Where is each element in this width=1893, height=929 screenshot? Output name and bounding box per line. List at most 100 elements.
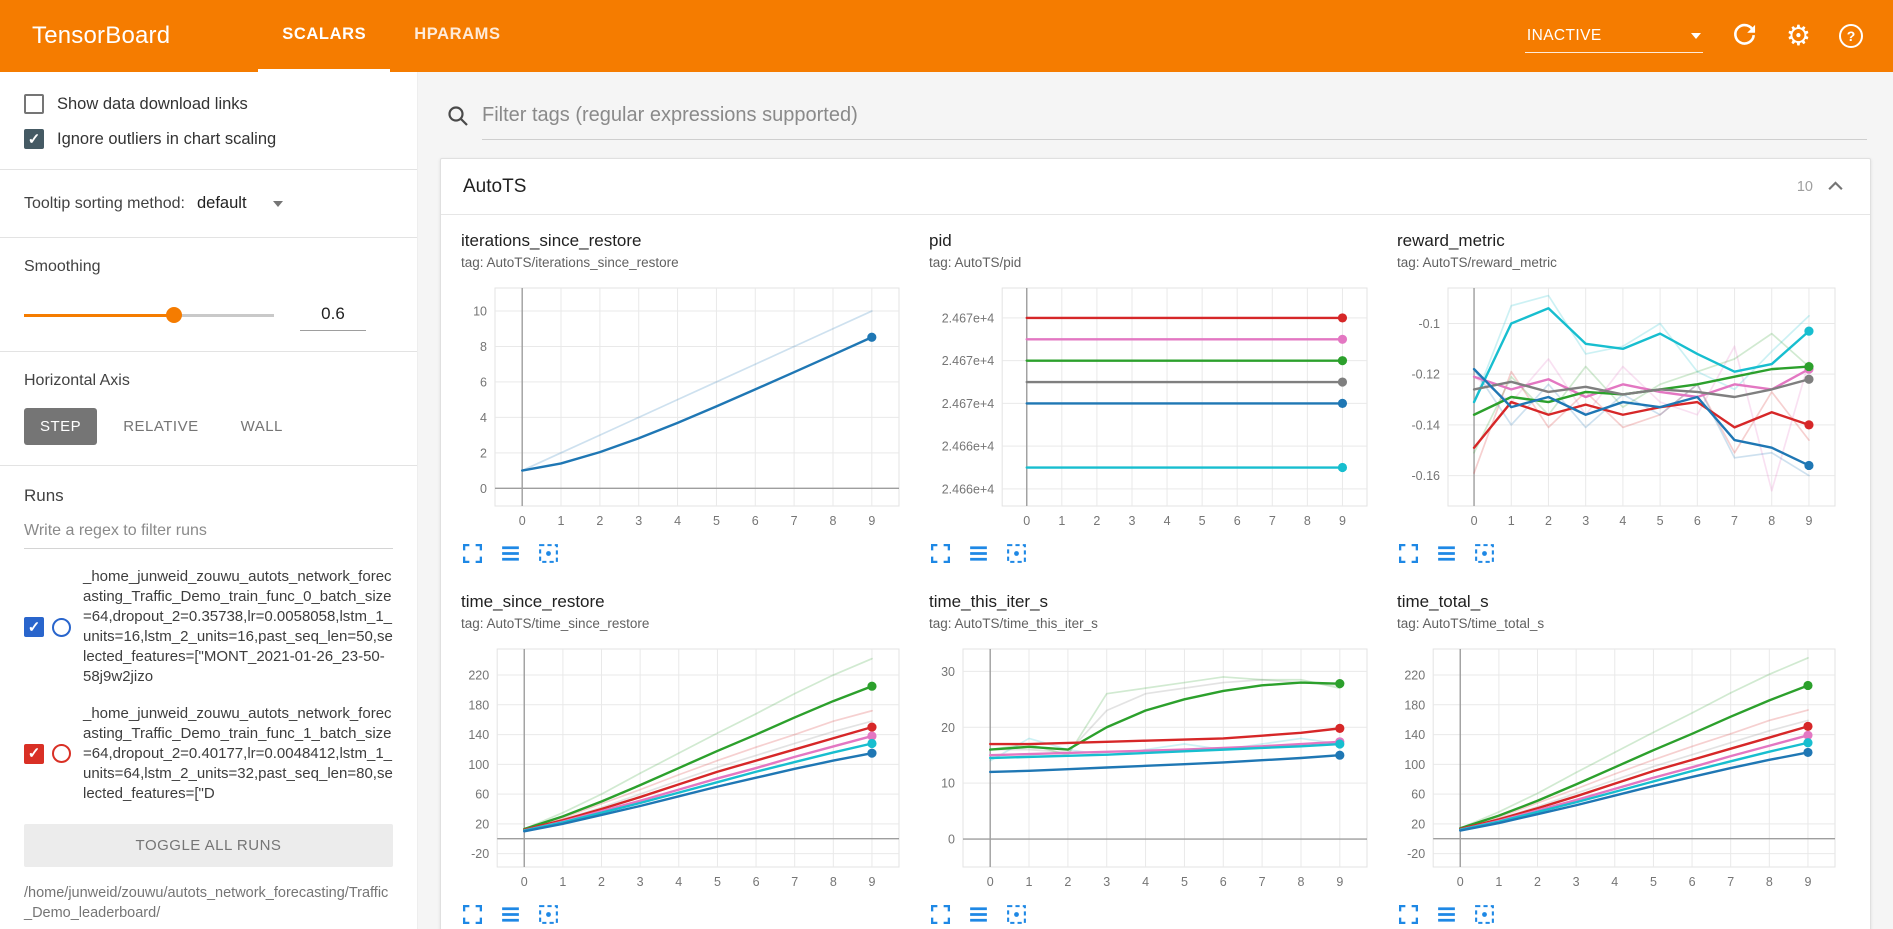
sidebar: Show data download links Ignore outliers … bbox=[0, 72, 418, 929]
fit-domain-button[interactable] bbox=[1005, 903, 1028, 929]
log-directory-path: /home/junweid/zouwu/autots_network_forec… bbox=[24, 885, 389, 922]
svg-text:-0.14: -0.14 bbox=[1412, 418, 1441, 432]
toggle-all-runs-button[interactable]: TOGGLE ALL RUNS bbox=[24, 824, 393, 868]
settings-button[interactable]: ⚙ bbox=[1786, 22, 1811, 50]
chart-card-reward_metric: reward_metric tag: AutoTS/reward_metric 0 1… bbox=[1397, 231, 1847, 568]
line-chart[interactable]: 0 1 2 3 4 5 6 7 8 9 -20 20 60 100 140 180 220 bbox=[461, 639, 911, 897]
fit-domain-button[interactable] bbox=[1473, 542, 1496, 568]
axis-wall-button[interactable]: WALL bbox=[225, 408, 299, 445]
svg-text:0: 0 bbox=[521, 875, 528, 889]
help-button[interactable]: ? bbox=[1839, 24, 1863, 48]
line-chart[interactable]: 0 1 2 3 4 5 6 7 8 9 -0.16 -0.14 -0.12 -0.1 bbox=[1397, 278, 1847, 536]
run-checkbox[interactable] bbox=[24, 617, 44, 638]
tensorboard-logo: TensorBoard bbox=[32, 22, 171, 49]
fit-domain-icon bbox=[1473, 542, 1496, 568]
run-checkbox[interactable] bbox=[24, 743, 44, 764]
svg-text:8: 8 bbox=[1297, 875, 1304, 889]
section-title: AutoTS bbox=[463, 175, 527, 197]
svg-text:1: 1 bbox=[1058, 514, 1065, 528]
svg-text:220: 220 bbox=[1404, 669, 1425, 683]
expand-button[interactable] bbox=[461, 542, 484, 568]
expand-button[interactable] bbox=[1397, 542, 1420, 568]
series-endpoint-red bbox=[1335, 723, 1345, 733]
chart-toolbar bbox=[929, 542, 1379, 568]
line-chart[interactable]: 0 1 2 3 4 5 6 7 8 9 0 10 20 30 bbox=[929, 639, 1379, 897]
svg-text:2.467e+4: 2.467e+4 bbox=[942, 354, 995, 368]
axis-step-button[interactable]: STEP bbox=[24, 408, 98, 445]
series-pink bbox=[988, 740, 1342, 757]
checkbox[interactable] bbox=[24, 129, 44, 149]
series-endpoint-cyan bbox=[1337, 462, 1348, 473]
search-icon bbox=[446, 104, 470, 133]
svg-text:10: 10 bbox=[941, 777, 955, 791]
run-color-radio[interactable] bbox=[52, 617, 71, 637]
svg-text:2: 2 bbox=[1064, 875, 1071, 889]
collapse-section-button[interactable] bbox=[1823, 175, 1848, 198]
expand-button[interactable] bbox=[929, 903, 952, 929]
svg-text:0: 0 bbox=[480, 482, 487, 496]
chart-title: time_this_iter_s bbox=[929, 592, 1049, 611]
svg-text:6: 6 bbox=[1234, 514, 1241, 528]
line-chart[interactable]: 0 1 2 3 4 5 6 7 8 9 -20 20 60 100 140 180 220 bbox=[1397, 639, 1847, 897]
tag-filter-input[interactable] bbox=[482, 96, 1867, 140]
fit-domain-button[interactable] bbox=[1473, 903, 1496, 929]
svg-text:6: 6 bbox=[753, 875, 760, 889]
tooltip-sorting-dropdown[interactable]: default bbox=[195, 190, 285, 217]
runs-selector-icon bbox=[1435, 903, 1458, 929]
chart-tag: tag: AutoTS/time_this_iter_s bbox=[929, 616, 1098, 631]
series-endpoint-green bbox=[1803, 680, 1813, 691]
runs-selector-icon bbox=[1435, 542, 1458, 568]
option-ignore-outliers[interactable]: Ignore outliers in chart scaling bbox=[24, 129, 393, 149]
series-green-raw bbox=[1459, 657, 1809, 830]
svg-text:2.467e+4: 2.467e+4 bbox=[942, 397, 995, 411]
series-endpoint-gray bbox=[1804, 374, 1814, 384]
caret-down-icon bbox=[1690, 32, 1701, 39]
fit-domain-button[interactable] bbox=[537, 903, 560, 929]
fit-domain-button[interactable] bbox=[537, 542, 560, 568]
slider-thumb[interactable] bbox=[166, 307, 182, 323]
checkbox[interactable] bbox=[24, 94, 44, 114]
svg-text:6: 6 bbox=[1689, 875, 1696, 889]
series-red-raw bbox=[523, 709, 873, 831]
reload-status-dropdown[interactable]: INACTIVE bbox=[1524, 20, 1703, 53]
svg-text:8: 8 bbox=[480, 340, 487, 354]
svg-text:4: 4 bbox=[1619, 514, 1626, 528]
refresh-button[interactable] bbox=[1731, 21, 1758, 51]
svg-text:220: 220 bbox=[468, 669, 489, 683]
axis-relative-button[interactable]: RELATIVE bbox=[107, 408, 214, 445]
smoothing-slider[interactable] bbox=[24, 307, 274, 323]
series-cyan bbox=[1472, 307, 1811, 404]
svg-text:0: 0 bbox=[1023, 514, 1030, 528]
runs-selector-button[interactable] bbox=[967, 903, 990, 929]
svg-text:-20: -20 bbox=[1407, 847, 1425, 861]
series-endpoint-red bbox=[867, 722, 877, 732]
line-chart[interactable]: 0 1 2 3 4 5 6 7 8 9 2.466e+4 2.466e+4 2.467e+4 2.467e… bbox=[929, 278, 1379, 536]
runs-selector-button[interactable] bbox=[499, 542, 522, 568]
runs-selector-icon bbox=[967, 903, 990, 929]
fit-domain-button[interactable] bbox=[1005, 542, 1028, 568]
expand-button[interactable] bbox=[1397, 903, 1420, 929]
runs-selector-icon bbox=[499, 542, 522, 568]
section-header[interactable]: AutoTS 10 bbox=[441, 159, 1870, 215]
run-item[interactable]: _home_junweid_zouwu_autots_network_forec… bbox=[24, 567, 393, 688]
series-endpoint-cyan bbox=[867, 738, 877, 749]
chart-tag: tag: AutoTS/pid bbox=[929, 255, 1022, 270]
line-chart[interactable]: 0 1 2 3 4 5 6 7 8 9 0 2 4 6 8 10 bbox=[461, 278, 911, 536]
smoothing-value[interactable]: 0.6 bbox=[300, 300, 366, 331]
svg-text:-0.16: -0.16 bbox=[1412, 469, 1441, 483]
svg-text:0: 0 bbox=[948, 833, 955, 847]
runs-selector-button[interactable] bbox=[1435, 903, 1458, 929]
run-item[interactable]: _home_junweid_zouwu_autots_network_forec… bbox=[24, 704, 393, 804]
tab-scalars[interactable]: SCALARS bbox=[258, 0, 391, 72]
run-color-radio[interactable] bbox=[52, 744, 71, 764]
expand-button[interactable] bbox=[929, 542, 952, 568]
expand-button[interactable] bbox=[461, 903, 484, 929]
option-show-download-links[interactable]: Show data download links bbox=[24, 94, 393, 114]
runs-filter-input[interactable] bbox=[24, 512, 393, 549]
runs-selector-button[interactable] bbox=[967, 542, 990, 568]
runs-selector-button[interactable] bbox=[1435, 542, 1458, 568]
chart-toolbar bbox=[1397, 542, 1847, 568]
runs-selector-button[interactable] bbox=[499, 903, 522, 929]
tab-hparams[interactable]: HPARAMS bbox=[414, 25, 501, 43]
run-label: _home_junweid_zouwu_autots_network_forec… bbox=[83, 704, 393, 802]
